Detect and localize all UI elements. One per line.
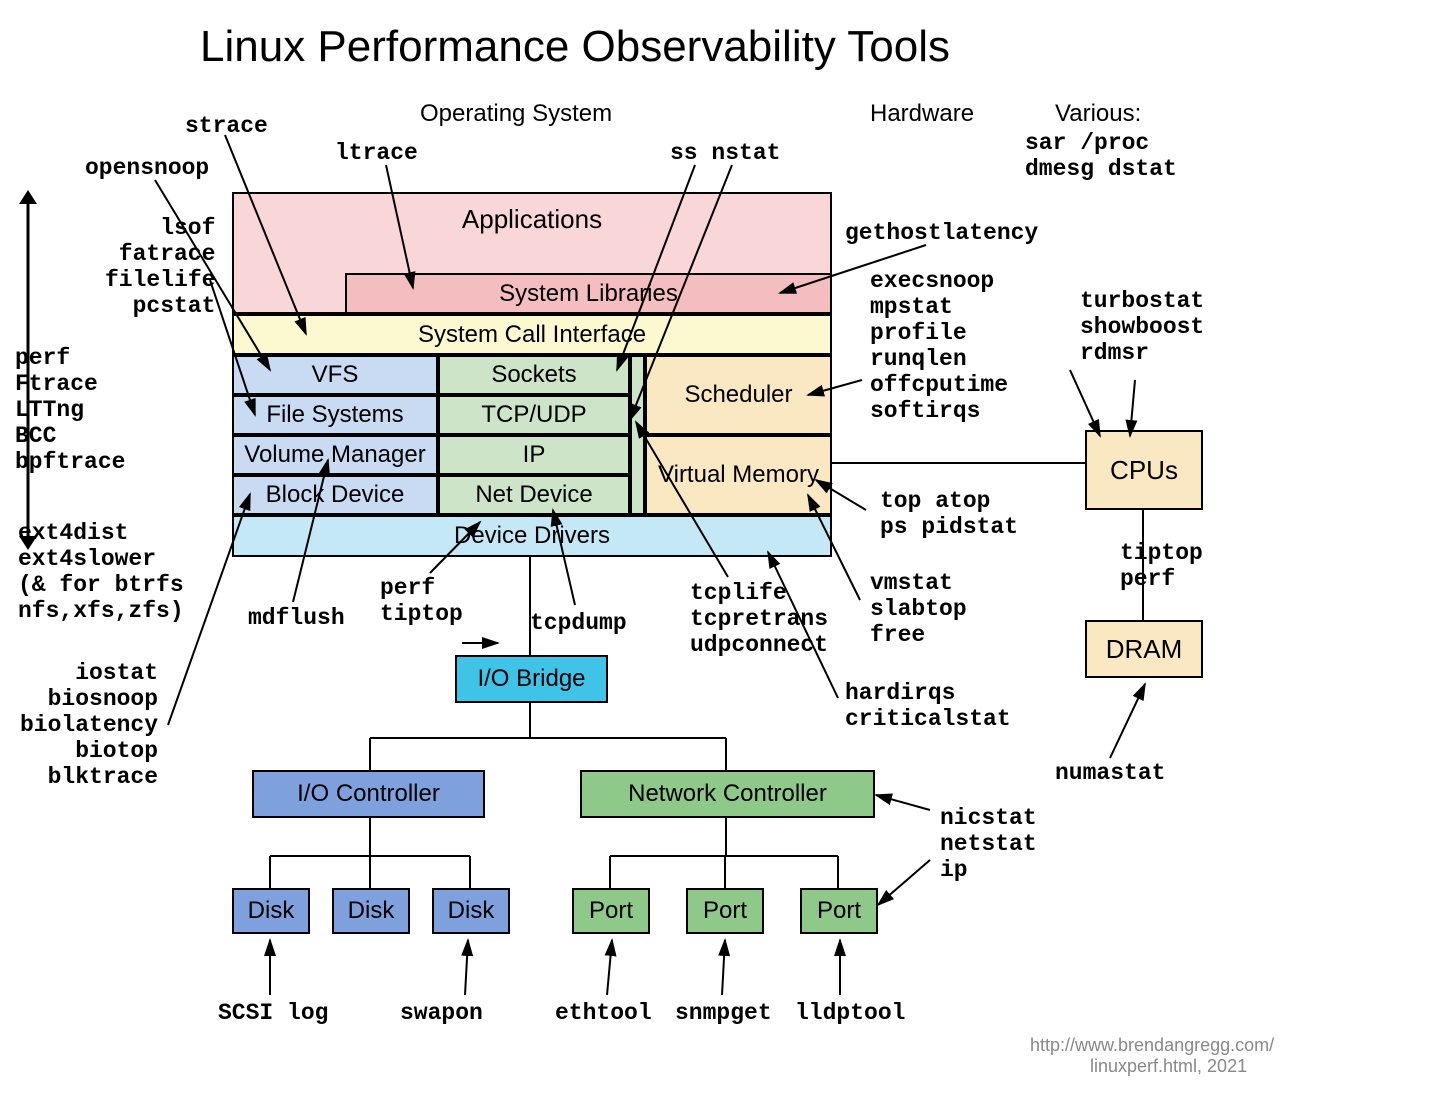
tool-opensnoop: opensnoop <box>85 155 209 181</box>
label-ioctrl: I/O Controller <box>297 780 440 808</box>
box-netdev: Net Device <box>438 475 630 515</box>
label-dram: DRAM <box>1106 634 1183 665</box>
box-port2: Port <box>686 888 764 934</box>
box-syslib: System Libraries <box>345 273 832 314</box>
label-fs: File Systems <box>266 401 403 429</box>
label-syscall: System Call Interface <box>418 321 646 349</box>
box-disk2: Disk <box>332 888 410 934</box>
tool-topatop: top atop ps pidstat <box>880 488 1018 540</box>
label-disk3: Disk <box>448 897 495 925</box>
tool-strace: strace <box>185 113 268 139</box>
box-netctrl: Network Controller <box>580 770 875 818</box>
label-port2: Port <box>703 897 747 925</box>
label-port3: Port <box>817 897 861 925</box>
label-vmem: Virtual Memory <box>658 462 819 488</box>
label-iobridge: I/O Bridge <box>477 665 585 693</box>
label-netctrl: Network Controller <box>628 780 827 808</box>
box-drivers: Device Drivers <box>232 515 832 557</box>
label-sockets: Sockets <box>491 361 576 389</box>
label-netdev: Net Device <box>475 481 592 509</box>
tool-lsof-group: lsof fatrace filelife pcstat <box>105 215 215 319</box>
tool-ss-nstat: ss nstat <box>670 140 780 166</box>
diagram-canvas: Linux Performance Observability Tools Op… <box>0 0 1456 1093</box>
tool-perf-group: perf Ftrace LTTng BCC bpftrace <box>15 345 125 475</box>
label-applications: Applications <box>462 204 602 235</box>
label-sched: Scheduler <box>684 381 792 409</box>
box-ioctrl: I/O Controller <box>252 770 485 818</box>
tool-swapon: swapon <box>400 1000 483 1026</box>
label-blk: Block Device <box>266 481 405 509</box>
tool-turbostat-group: turbostat showboost rdmsr <box>1080 288 1204 366</box>
label-tcpudp: TCP/UDP <box>481 401 586 429</box>
credit-line1: http://www.brendangregg.com/ <box>1030 1035 1274 1056</box>
box-port3: Port <box>800 888 878 934</box>
tool-tiptop-perf: tiptop perf <box>1120 540 1203 592</box>
label-syslib: System Libraries <box>499 280 678 308</box>
tool-mdflush: mdflush <box>248 605 345 631</box>
box-vmem: Virtual Memory <box>645 435 832 515</box>
box-vfs: VFS <box>232 355 438 395</box>
tool-tcplife-group: tcplife tcpretrans udpconnect <box>690 580 828 658</box>
box-port1: Port <box>572 888 650 934</box>
label-port1: Port <box>589 897 633 925</box>
label-vol: Volume Manager <box>244 441 425 469</box>
tool-nicstat-group: nicstat netstat ip <box>940 805 1037 883</box>
tool-various: sar /proc dmesg dstat <box>1025 130 1177 182</box>
tool-lldptool: lldptool <box>795 1000 905 1026</box>
box-dram: DRAM <box>1085 620 1203 678</box>
tool-ext4-group: ext4dist ext4slower (& for btrfs nfs,xfs… <box>18 520 184 624</box>
label-ip: IP <box>523 441 546 469</box>
tool-snmpget: snmpget <box>675 1000 772 1026</box>
tool-scsilog: SCSI log <box>218 1000 328 1026</box>
label-vfs: VFS <box>312 361 359 389</box>
label-disk2: Disk <box>348 897 395 925</box>
box-tcpudp: TCP/UDP <box>438 395 630 435</box>
credit-line2: linuxperf.html, 2021 <box>1090 1056 1247 1077</box>
box-ip: IP <box>438 435 630 475</box>
box-fs: File Systems <box>232 395 438 435</box>
diagram-title: Linux Performance Observability Tools <box>200 22 950 72</box>
tool-perf-tiptop: perf tiptop <box>380 575 463 627</box>
tool-gethostlatency: gethostlatency <box>845 220 1038 246</box>
tool-hardirqs-group: hardirqs criticalstat <box>845 680 1011 732</box>
tool-execsnoop-group: execsnoop mpstat profile runqlen offcput… <box>870 268 1008 424</box>
box-sockets: Sockets <box>438 355 630 395</box>
box-iobridge: I/O Bridge <box>455 655 608 703</box>
label-cpus: CPUs <box>1110 455 1178 486</box>
box-cpus: CPUs <box>1085 430 1203 510</box>
box-disk1: Disk <box>232 888 310 934</box>
tool-vmstat-group: vmstat slabtop free <box>870 570 967 648</box>
tool-ltrace: ltrace <box>335 140 418 166</box>
box-vol: Volume Manager <box>232 435 438 475</box>
box-disk3: Disk <box>432 888 510 934</box>
box-blk: Block Device <box>232 475 438 515</box>
tool-iostat-group: iostat biosnoop biolatency biotop blktra… <box>20 660 158 790</box>
label-disk1: Disk <box>248 897 295 925</box>
section-os: Operating System <box>420 100 612 128</box>
tool-numastat: numastat <box>1055 760 1165 786</box>
section-hw: Hardware <box>870 100 974 128</box>
tool-tcpdump: tcpdump <box>530 610 627 636</box>
tool-ethtool: ethtool <box>555 1000 652 1026</box>
label-drivers: Device Drivers <box>454 522 610 550</box>
box-sched: Scheduler <box>645 355 832 435</box>
section-various: Various: <box>1055 100 1141 128</box>
box-netcol <box>630 355 645 515</box>
box-syscall: System Call Interface <box>232 314 832 355</box>
